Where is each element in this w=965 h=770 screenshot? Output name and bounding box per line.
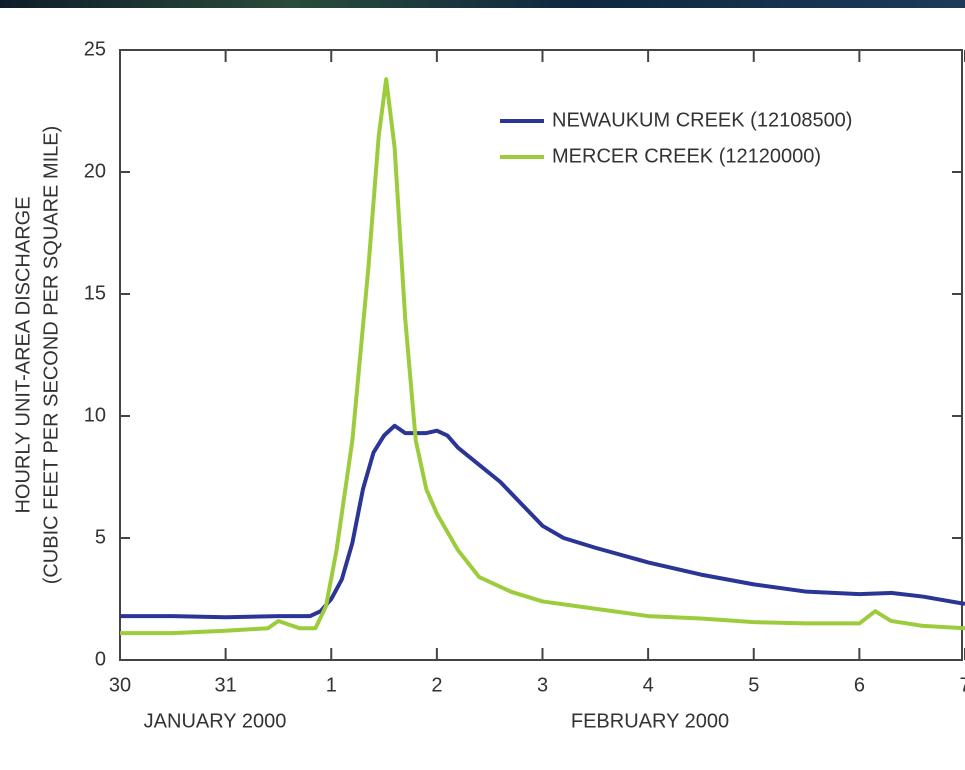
plot-frame: [119, 49, 963, 661]
x-tick-label: 6: [854, 674, 865, 696]
data-line: [120, 423, 965, 620]
y-axis-label: (CUBIC FEET PER SECOND PER SQUARE MILE): [40, 126, 62, 585]
y-tick-label: 5: [95, 526, 106, 548]
month-label: FEBRUARY 2000: [571, 710, 729, 732]
y-axis-label: HOURLY UNIT-AREA DISCHARGE: [12, 196, 34, 513]
y-tick-label: 10: [84, 404, 106, 426]
banner: [0, 0, 965, 8]
y-tick-label: 0: [95, 648, 106, 670]
month-label: JANUARY 2000: [144, 710, 287, 732]
y-tick-label: 25: [84, 38, 106, 60]
data-line: [120, 77, 965, 636]
x-tick-label: 7: [959, 674, 965, 696]
y-tick-label: 15: [84, 282, 106, 304]
y-tick-label: 20: [84, 160, 106, 182]
x-tick-label: 30: [109, 674, 131, 696]
legend-label: MERCER CREEK (12120000): [552, 145, 821, 167]
x-tick-label: 4: [643, 674, 654, 696]
x-tick-label: 1: [326, 674, 337, 696]
x-tick-label: 31: [215, 674, 237, 696]
legend-label: NEWAUKUM CREEK (12108500): [552, 109, 852, 131]
x-tick-label: 2: [431, 674, 442, 696]
x-tick-label: 5: [748, 674, 759, 696]
x-tick-label: 3: [537, 674, 548, 696]
